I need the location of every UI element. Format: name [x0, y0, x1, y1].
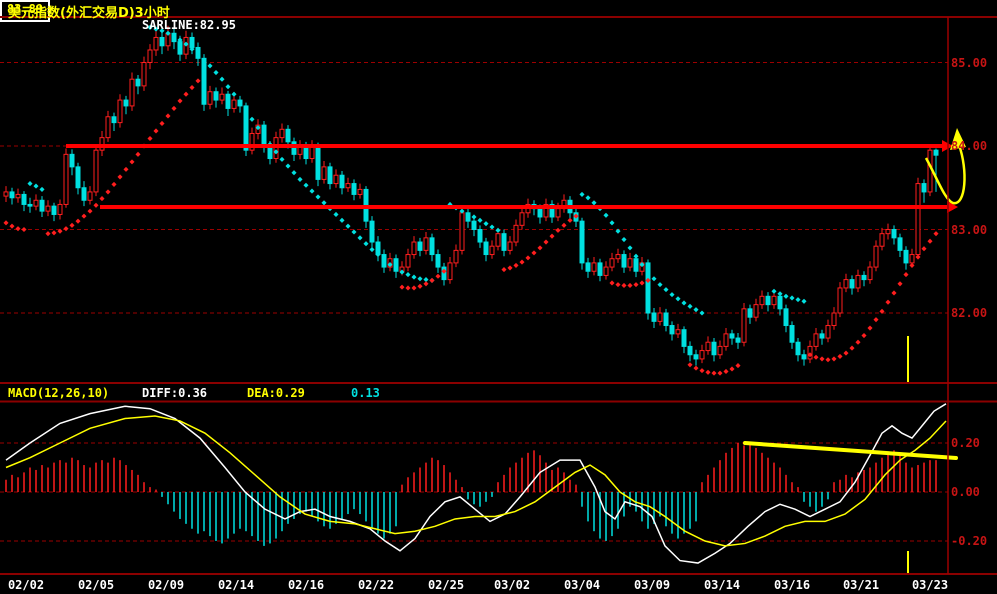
price-axis-label: 85.00: [951, 55, 988, 70]
macd-params-label: MACD(12,26,10): [8, 386, 110, 400]
date-axis-label: 03/16: [773, 578, 811, 592]
up-arrow-head: [950, 128, 966, 150]
date-axis-label: 02/09: [147, 578, 185, 592]
date-axis-label: 03/23: [911, 578, 949, 592]
date-axis-label: 02/02: [7, 578, 45, 592]
last-price-box: 83.89: [0, 0, 50, 22]
diff-line: [5, 403, 947, 564]
macd-axis-label: 0.20: [951, 436, 980, 450]
date-axis-label: 02/14: [217, 578, 255, 592]
date-axis-label: 03/14: [703, 578, 741, 592]
macd-axis-label: -0.20: [951, 534, 988, 548]
candlestick-series: [3, 25, 939, 366]
macd-diff-label: DIFF:0.36: [142, 386, 208, 400]
dea-line: [5, 415, 947, 547]
date-axis-label: 03/21: [842, 578, 880, 592]
sarline-value-label: SARLINE:82.95: [142, 18, 236, 32]
date-axis-label: 03/04: [563, 578, 601, 592]
macd-histogram: [5, 443, 937, 546]
macd-dea-label: DEA:0.29: [247, 386, 305, 400]
date-axis-label: 03/02: [493, 578, 531, 592]
date-axis-label: 02/25: [427, 578, 465, 592]
up-arrow-annotation: [924, 144, 966, 205]
macd-trendline: [743, 441, 958, 460]
chart-title: 美元指数(外汇交易D)3小时: [8, 6, 170, 21]
date-axis-label: 02/05: [77, 578, 115, 592]
price-axis-label: 83.00: [951, 222, 988, 237]
macd-lines: [5, 403, 947, 564]
date-axis-label: 03/09: [633, 578, 671, 592]
macd-axis-label: 0.00: [951, 485, 980, 499]
date-axis-label: 02/16: [287, 578, 325, 592]
price-axis-label: 84.00: [951, 139, 988, 153]
date-axis-label: 02/22: [357, 578, 395, 592]
macd-bar-value-label: 0.13: [351, 386, 380, 400]
support-line-arrowhead: [947, 200, 958, 213]
price-axis-label: 82.00: [951, 306, 988, 320]
